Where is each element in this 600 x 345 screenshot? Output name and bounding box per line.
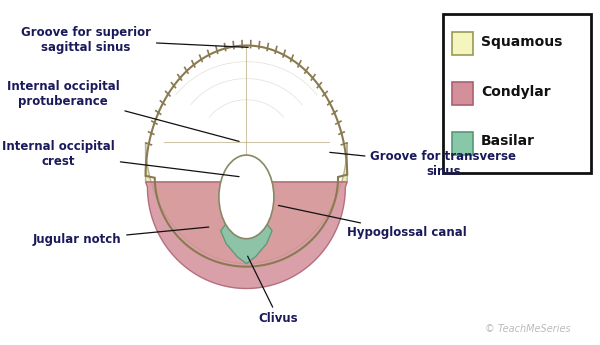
Text: Groove for transverse
sinus: Groove for transverse sinus [330,150,517,178]
Text: Condylar: Condylar [481,85,551,99]
FancyBboxPatch shape [443,14,591,173]
FancyBboxPatch shape [452,132,473,155]
FancyBboxPatch shape [452,32,473,55]
Text: Internal occipital
protuberance: Internal occipital protuberance [7,80,239,141]
Text: Internal occipital
crest: Internal occipital crest [2,140,239,177]
Text: Hypoglossal canal: Hypoglossal canal [278,206,467,239]
Text: Clivus: Clivus [248,256,298,325]
Ellipse shape [219,155,274,239]
Text: Jugular notch: Jugular notch [32,227,209,246]
Text: © TeachMeSeries: © TeachMeSeries [485,324,571,334]
Text: Squamous: Squamous [481,35,562,49]
Text: Basilar: Basilar [481,135,535,148]
Polygon shape [221,211,272,264]
FancyBboxPatch shape [452,82,473,105]
Text: Groove for superior
sagittal sinus: Groove for superior sagittal sinus [21,26,248,53]
Polygon shape [146,182,347,288]
Polygon shape [146,142,347,264]
